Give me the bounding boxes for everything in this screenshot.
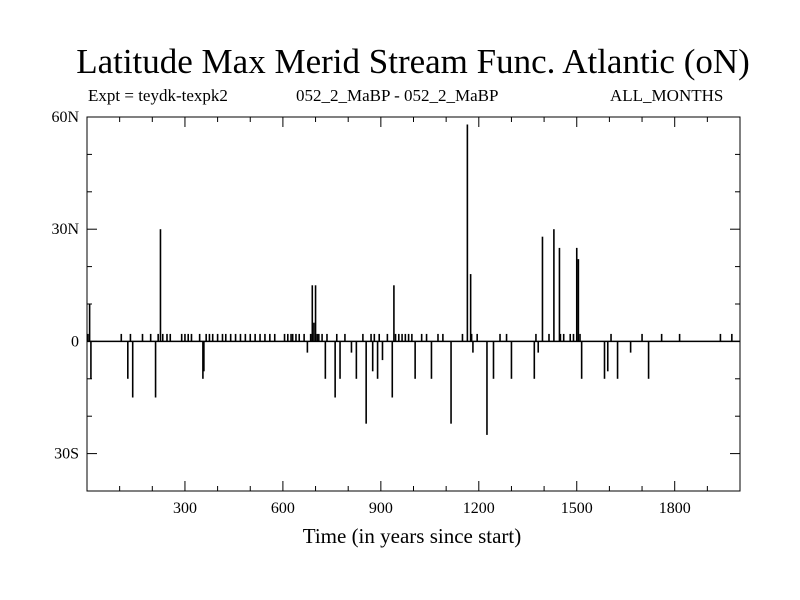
x-tick-label: 1200 [463,500,495,517]
tick-labels: 300 600 900 1200 1500 1800 30S 0 30N 60N [51,109,690,517]
x-tick-label: 600 [271,500,295,517]
y-tick-label: 30N [51,221,79,238]
chart-plot: 300 600 900 1200 1500 1800 30S 0 30N 60N Time (in… [0,0,800,600]
plot-frame [87,117,740,491]
x-tick-label: 300 [173,500,197,517]
x-tick-label: 1500 [561,500,593,517]
y-tick-label: 0 [71,333,79,350]
y-tick-label: 30S [54,446,79,463]
axes [87,117,740,491]
y-tick-label: 60N [51,109,79,126]
x-axis-label: Time (in years since start) [303,524,522,548]
x-tick-label: 1800 [659,500,691,517]
bar-series [88,124,732,434]
x-tick-label: 900 [369,500,393,517]
